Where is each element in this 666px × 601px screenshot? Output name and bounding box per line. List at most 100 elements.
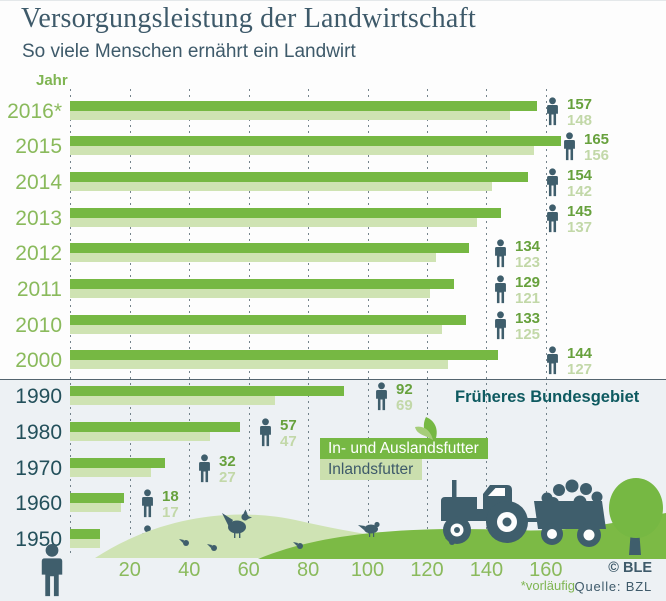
bar-in-und-auslandsfutter [70, 493, 124, 504]
tree-icon [609, 478, 663, 538]
legend-item-in-und-auslandsfutter: In- und Auslandsfutter [320, 438, 488, 459]
x-axis-tick: 40 [178, 559, 201, 581]
value-in-und-auslandsfutter: 144 [567, 345, 593, 363]
year-label: 2015 [15, 135, 62, 159]
year-label: 2013 [15, 206, 62, 230]
y-axis-label: Jahr [36, 72, 68, 89]
person-icon [376, 382, 387, 411]
region-note: Früheres Bundesgebiet [455, 388, 640, 406]
person-icon [547, 346, 558, 375]
year-label: 1970 [15, 456, 62, 480]
gridline [545, 89, 547, 557]
person-icon [199, 453, 210, 482]
value-in-und-auslandsfutter: 92 [396, 381, 413, 399]
bar-inlandsfutter [70, 110, 511, 120]
legend: In- und Auslandsfutter Inlandsfutter [320, 417, 488, 480]
value-inlandsfutter: 27 [219, 468, 236, 486]
gridline [486, 89, 488, 557]
year-label: 1980 [15, 420, 62, 444]
value-inlandsfutter: 123 [515, 254, 541, 272]
x-axis-tick: 60 [237, 559, 260, 581]
bar-inlandsfutter [70, 431, 211, 441]
value-in-und-auslandsfutter: 129 [515, 274, 541, 292]
value-in-und-auslandsfutter: 57 [280, 416, 297, 434]
year-label: 1990 [15, 385, 62, 409]
value-in-und-auslandsfutter: 165 [584, 131, 610, 149]
value-inlandsfutter: 156 [584, 147, 610, 165]
bar-inlandsfutter [70, 467, 151, 477]
value-inlandsfutter: 137 [567, 218, 593, 236]
chick-icon [179, 539, 189, 546]
bar-inlandsfutter [70, 360, 448, 370]
year-label: 1960 [15, 492, 62, 516]
bar-inlandsfutter [70, 217, 478, 227]
footnote-vorlaeufig: *vorläufig [520, 578, 575, 593]
bar-in-und-auslandsfutter [70, 421, 240, 432]
bar-inlandsfutter [70, 146, 534, 156]
person-icon [564, 132, 575, 161]
value-inlandsfutter: 47 [280, 432, 297, 450]
year-label: 2014 [15, 170, 62, 194]
value-in-und-auslandsfutter: 145 [567, 202, 593, 220]
year-label: 2016* [7, 99, 62, 123]
bar-in-und-auslandsfutter [70, 279, 454, 290]
bar-inlandsfutter [70, 396, 276, 406]
value-inlandsfutter: 121 [515, 290, 541, 308]
bar-in-und-auslandsfutter [70, 243, 469, 254]
year-label: 2010 [15, 313, 62, 337]
bar-in-und-auslandsfutter [70, 136, 561, 147]
bar-in-und-auslandsfutter [70, 171, 528, 182]
legend-item-inlandsfutter: Inlandsfutter [320, 459, 423, 480]
tractor-icon [441, 480, 540, 544]
value-in-und-auslandsfutter: 157 [567, 95, 593, 113]
x-axis-tick: 100 [350, 559, 385, 581]
farmer-icon [36, 543, 68, 601]
bar-inlandsfutter [70, 181, 493, 191]
value-in-und-auslandsfutter: 133 [515, 309, 541, 327]
x-axis-tick: 140 [469, 559, 504, 581]
x-axis-tick: 160 [529, 559, 563, 581]
value-inlandsfutter: 142 [567, 182, 593, 200]
person-icon [495, 275, 506, 304]
bar-in-und-auslandsfutter [70, 457, 166, 468]
page-title: Versorgungsleistung der Landwirtschaft [21, 3, 476, 34]
chicken-icon [222, 509, 252, 538]
person-icon [142, 489, 153, 518]
farm-scene-illustration [95, 478, 666, 559]
bar-inlandsfutter [70, 289, 430, 299]
bar-inlandsfutter [70, 503, 121, 513]
x-axis-tick: 120 [410, 559, 444, 581]
chick-icon [207, 544, 217, 551]
value-in-und-auslandsfutter: 18 [162, 488, 179, 506]
year-label: 2011 [16, 278, 62, 302]
year-label: 2000 [15, 349, 62, 373]
person-icon [495, 311, 506, 339]
bar-inlandsfutter [70, 539, 101, 549]
person-icon [495, 239, 506, 268]
person-icon [547, 204, 558, 232]
bar-in-und-auslandsfutter [70, 314, 466, 325]
year-label: 2012 [15, 242, 62, 266]
value-inlandsfutter: 127 [567, 361, 593, 379]
bar-inlandsfutter [70, 324, 442, 334]
x-axis-tick: 80 [296, 559, 320, 581]
value-in-und-auslandsfutter: 154 [567, 166, 593, 184]
copyright-ble: © BLE [608, 560, 652, 576]
bar-in-und-auslandsfutter [70, 207, 502, 218]
leaf-icon [415, 417, 437, 441]
person-icon [547, 96, 558, 125]
person-icon [41, 543, 63, 597]
bar-in-und-auslandsfutter [70, 350, 499, 361]
bar-in-und-auslandsfutter [70, 386, 344, 397]
x-axis-tick: 20 [118, 559, 141, 581]
value-inlandsfutter: 148 [567, 111, 593, 129]
value-inlandsfutter: 125 [515, 325, 541, 343]
page-subtitle: So viele Menschen ernährt ein Landwirt [22, 41, 356, 62]
bird-icon [358, 521, 380, 537]
bar-inlandsfutter [70, 253, 436, 263]
bar-in-und-auslandsfutter [70, 100, 537, 111]
person-icon [547, 168, 558, 197]
source-bzl: Quelle: BZL [574, 579, 652, 594]
value-in-und-auslandsfutter: 134 [515, 238, 541, 256]
